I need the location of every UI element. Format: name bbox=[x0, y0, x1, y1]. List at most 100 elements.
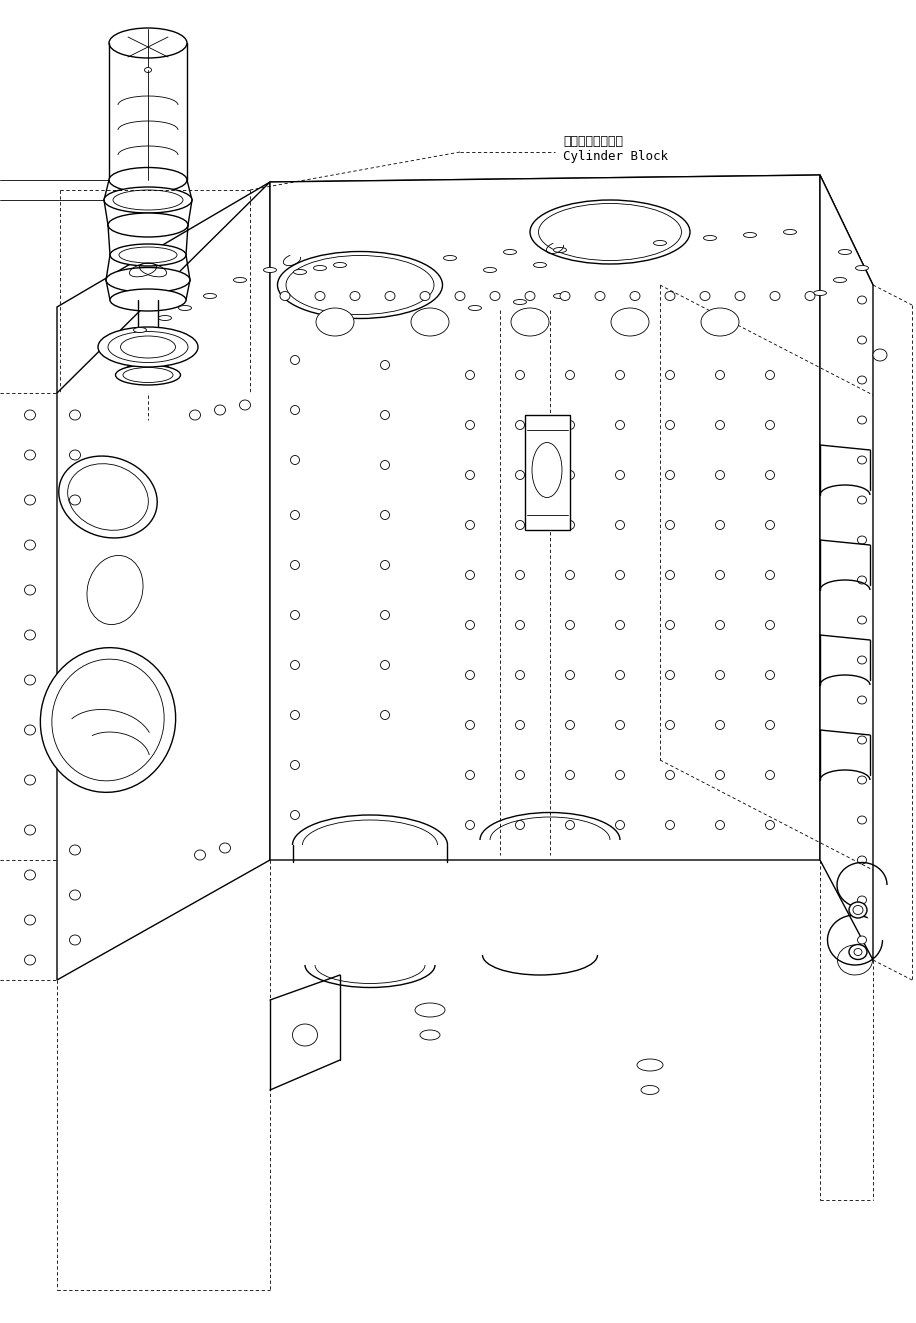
Ellipse shape bbox=[766, 570, 775, 579]
Polygon shape bbox=[270, 175, 820, 860]
Ellipse shape bbox=[666, 620, 674, 630]
Ellipse shape bbox=[666, 721, 674, 729]
Ellipse shape bbox=[179, 306, 191, 311]
Ellipse shape bbox=[616, 620, 625, 630]
Ellipse shape bbox=[856, 266, 868, 270]
Ellipse shape bbox=[70, 890, 81, 900]
Ellipse shape bbox=[666, 370, 674, 380]
Ellipse shape bbox=[766, 370, 775, 380]
Ellipse shape bbox=[134, 328, 147, 332]
Ellipse shape bbox=[455, 291, 465, 300]
Ellipse shape bbox=[516, 671, 525, 680]
Ellipse shape bbox=[516, 570, 525, 579]
Ellipse shape bbox=[616, 770, 625, 779]
Ellipse shape bbox=[653, 241, 667, 246]
Ellipse shape bbox=[666, 520, 674, 529]
Ellipse shape bbox=[315, 291, 325, 300]
Ellipse shape bbox=[530, 200, 690, 265]
Ellipse shape bbox=[857, 777, 867, 785]
Ellipse shape bbox=[70, 495, 81, 505]
Ellipse shape bbox=[553, 247, 566, 253]
Ellipse shape bbox=[380, 561, 389, 569]
Ellipse shape bbox=[214, 405, 225, 415]
Ellipse shape bbox=[380, 610, 389, 619]
Ellipse shape bbox=[290, 610, 300, 619]
Ellipse shape bbox=[666, 671, 674, 680]
Ellipse shape bbox=[108, 213, 188, 237]
Ellipse shape bbox=[465, 421, 474, 430]
Ellipse shape bbox=[666, 570, 674, 579]
Ellipse shape bbox=[637, 1058, 663, 1072]
Ellipse shape bbox=[565, 520, 574, 529]
Ellipse shape bbox=[25, 540, 36, 550]
Ellipse shape bbox=[715, 671, 725, 680]
Ellipse shape bbox=[380, 660, 389, 669]
Ellipse shape bbox=[766, 820, 775, 830]
Ellipse shape bbox=[516, 721, 525, 729]
Ellipse shape bbox=[630, 291, 640, 300]
Ellipse shape bbox=[316, 308, 354, 336]
Polygon shape bbox=[57, 175, 873, 393]
Ellipse shape bbox=[715, 471, 725, 479]
Ellipse shape bbox=[465, 520, 474, 529]
Ellipse shape bbox=[420, 1031, 440, 1040]
Ellipse shape bbox=[565, 620, 574, 630]
Ellipse shape bbox=[783, 229, 797, 234]
Ellipse shape bbox=[565, 671, 574, 680]
Ellipse shape bbox=[715, 570, 725, 579]
Ellipse shape bbox=[290, 811, 300, 819]
Ellipse shape bbox=[838, 250, 852, 254]
Ellipse shape bbox=[616, 671, 625, 680]
Ellipse shape bbox=[703, 235, 716, 241]
Ellipse shape bbox=[109, 28, 187, 58]
Ellipse shape bbox=[70, 450, 81, 460]
Ellipse shape bbox=[443, 255, 456, 261]
Ellipse shape bbox=[290, 561, 300, 569]
Ellipse shape bbox=[280, 291, 290, 300]
Ellipse shape bbox=[565, 370, 574, 380]
Ellipse shape bbox=[511, 308, 549, 336]
Ellipse shape bbox=[59, 456, 158, 538]
Ellipse shape bbox=[380, 410, 389, 419]
Ellipse shape bbox=[278, 251, 442, 319]
Ellipse shape bbox=[616, 570, 625, 579]
Ellipse shape bbox=[468, 306, 482, 311]
Ellipse shape bbox=[490, 291, 500, 300]
Ellipse shape bbox=[465, 820, 474, 830]
Ellipse shape bbox=[190, 410, 201, 419]
Ellipse shape bbox=[110, 243, 186, 266]
Polygon shape bbox=[525, 415, 570, 531]
Ellipse shape bbox=[766, 770, 775, 779]
Ellipse shape bbox=[145, 67, 151, 73]
Ellipse shape bbox=[715, 820, 725, 830]
Ellipse shape bbox=[715, 770, 725, 779]
Ellipse shape bbox=[25, 775, 36, 785]
Ellipse shape bbox=[715, 370, 725, 380]
Ellipse shape bbox=[715, 721, 725, 729]
Ellipse shape bbox=[290, 406, 300, 414]
Ellipse shape bbox=[516, 770, 525, 779]
Ellipse shape bbox=[766, 671, 775, 680]
Ellipse shape bbox=[138, 340, 158, 351]
Ellipse shape bbox=[290, 710, 300, 720]
Ellipse shape bbox=[350, 291, 360, 300]
Ellipse shape bbox=[290, 511, 300, 520]
Ellipse shape bbox=[565, 421, 574, 430]
Ellipse shape bbox=[25, 725, 36, 736]
Ellipse shape bbox=[857, 696, 867, 704]
Ellipse shape bbox=[857, 536, 867, 544]
Ellipse shape bbox=[525, 291, 535, 300]
Ellipse shape bbox=[857, 736, 867, 744]
Ellipse shape bbox=[87, 556, 143, 624]
Ellipse shape bbox=[109, 168, 187, 193]
Ellipse shape bbox=[857, 496, 867, 504]
Ellipse shape bbox=[857, 376, 867, 384]
Ellipse shape bbox=[533, 262, 547, 267]
Ellipse shape bbox=[857, 656, 867, 664]
Ellipse shape bbox=[565, 721, 574, 729]
Ellipse shape bbox=[313, 266, 326, 270]
Ellipse shape bbox=[25, 410, 36, 419]
Ellipse shape bbox=[516, 620, 525, 630]
Ellipse shape bbox=[766, 620, 775, 630]
Ellipse shape bbox=[70, 935, 81, 945]
